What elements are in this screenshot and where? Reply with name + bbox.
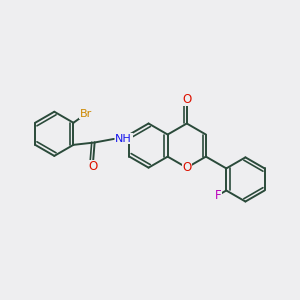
Text: NH: NH: [115, 134, 132, 144]
Text: O: O: [88, 160, 97, 173]
Text: O: O: [183, 93, 192, 106]
Text: Br: Br: [80, 109, 92, 118]
Text: F: F: [215, 189, 221, 202]
Text: O: O: [182, 161, 191, 174]
